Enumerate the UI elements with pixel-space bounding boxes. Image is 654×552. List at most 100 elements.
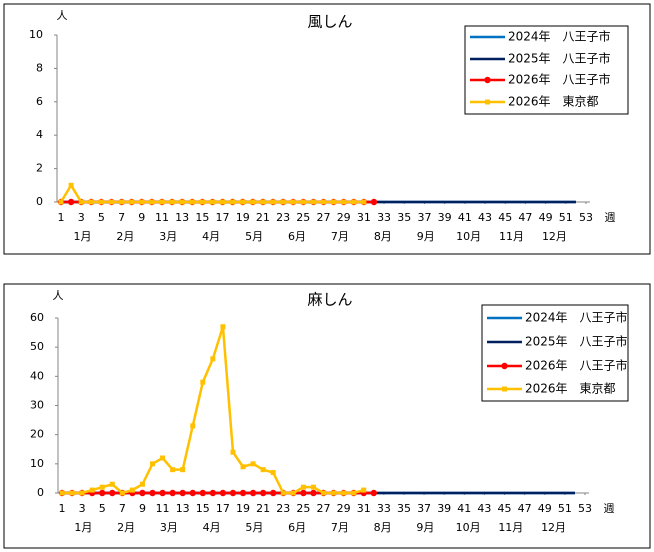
data-point (189, 489, 196, 497)
data-point (239, 489, 247, 497)
data-point (300, 489, 307, 497)
y-tick-label: 20 (30, 428, 44, 441)
x-tick-label: 43 (478, 211, 492, 224)
data-point (69, 490, 75, 496)
data-point (290, 490, 296, 496)
data-point (139, 481, 145, 487)
data-point (230, 199, 236, 205)
data-point (310, 199, 316, 205)
legend-box (464, 25, 629, 115)
x-tick-label: 23 (276, 211, 290, 224)
x-tick-label: 19 (236, 502, 250, 515)
month-label: 1月 (74, 521, 92, 534)
data-point (260, 199, 266, 205)
legend-marker (484, 76, 491, 84)
x-tick-label: 5 (98, 211, 105, 224)
data-point (290, 199, 296, 205)
data-point (321, 490, 326, 496)
x-tick-label: 13 (176, 502, 190, 515)
x-tick-label: 33 (377, 502, 391, 515)
chart-title: 風しん (307, 13, 352, 31)
x-tick-label: 31 (357, 502, 371, 515)
month-label: 5月 (245, 521, 263, 534)
y-tick-label: 0 (36, 195, 43, 208)
data-point (220, 324, 226, 330)
y-tick-label: 0 (37, 486, 44, 499)
x-tick-label: 49 (539, 211, 553, 224)
y-tick-label: 8 (36, 61, 43, 74)
month-label: 9月 (417, 230, 435, 243)
data-point (119, 490, 125, 496)
y-tick-label: 6 (36, 95, 43, 108)
data-point (260, 467, 266, 473)
data-point (341, 490, 347, 496)
x-tick-label: 49 (538, 502, 552, 515)
month-label: 2月 (116, 230, 134, 243)
data-point (169, 489, 176, 497)
x-tick-label: 45 (498, 502, 512, 515)
x-tick-label: 31 (357, 211, 371, 224)
data-point (68, 182, 74, 188)
data-point (78, 199, 84, 205)
x-tick-label: 39 (437, 502, 451, 515)
month-label: 12月 (541, 521, 566, 534)
data-point (129, 199, 135, 205)
x-axis-label: 週 (605, 211, 616, 224)
x-tick-label: 21 (256, 502, 270, 515)
month-label: 6月 (288, 230, 306, 243)
x-tick-label: 7 (118, 211, 125, 224)
data-point (179, 489, 186, 497)
chart-title: 麻しん (307, 291, 352, 309)
data-point (58, 199, 64, 205)
x-tick-label: 25 (296, 211, 310, 224)
y-tick-label: 50 (30, 340, 44, 353)
data-point (180, 467, 186, 473)
x-tick-label: 23 (276, 502, 290, 515)
month-label: 11月 (499, 230, 524, 243)
data-point (240, 464, 246, 470)
data-point (300, 484, 306, 490)
x-tick-label: 51 (558, 502, 572, 515)
x-tick-label: 21 (256, 211, 270, 224)
x-tick-label: 37 (417, 211, 431, 224)
y-tick-label: 30 (30, 399, 44, 412)
y-tick-label: 4 (36, 128, 43, 141)
data-point (59, 490, 65, 496)
month-label: 1月 (73, 230, 91, 243)
data-point (169, 199, 175, 205)
data-point (351, 199, 357, 205)
x-tick-label: 9 (139, 502, 146, 515)
x-tick-label: 35 (397, 211, 411, 224)
data-point (199, 199, 205, 205)
x-tick-label: 51 (559, 211, 573, 224)
y-tick-label: 10 (29, 28, 43, 41)
data-point (150, 461, 156, 467)
y-tick-label: 2 (36, 162, 43, 175)
x-tick-label: 9 (138, 211, 145, 224)
x-tick-label: 37 (417, 502, 431, 515)
legend-label: 2025年 八王子市 (525, 334, 628, 349)
x-tick-label: 11 (156, 502, 170, 515)
data-point (361, 199, 367, 205)
x-tick-label: 47 (518, 211, 532, 224)
month-label: 2月 (117, 521, 135, 534)
data-point (159, 489, 166, 497)
data-point (220, 199, 226, 205)
x-tick-label: 45 (498, 211, 512, 224)
data-point (270, 470, 276, 476)
month-label: 7月 (331, 230, 349, 243)
x-axis-label: 週 (604, 502, 615, 515)
y-unit: 人 (53, 289, 64, 302)
legend-label: 2025年 八王子市 (508, 51, 611, 66)
month-label: 8月 (374, 230, 392, 243)
data-point (229, 489, 237, 497)
data-point (240, 199, 246, 205)
data-point (98, 199, 104, 205)
month-label: 11月 (498, 521, 523, 534)
x-tick-label: 41 (458, 211, 472, 224)
y-tick-label: 60 (30, 311, 44, 324)
x-tick-label: 3 (78, 211, 85, 224)
x-tick-label: 27 (317, 502, 331, 515)
month-label: 7月 (331, 521, 349, 534)
legend-label: 2026年 八王子市 (508, 72, 611, 87)
